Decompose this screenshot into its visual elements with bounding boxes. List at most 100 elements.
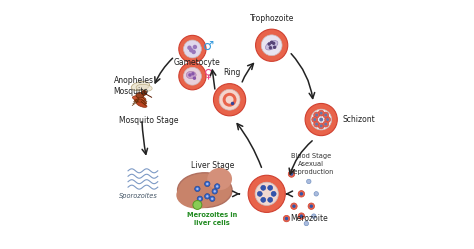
Ellipse shape [136,84,152,91]
Circle shape [323,121,328,127]
Ellipse shape [137,102,147,107]
Circle shape [314,191,319,196]
Circle shape [223,93,237,107]
Circle shape [308,203,315,209]
Ellipse shape [207,168,232,190]
Circle shape [205,181,210,187]
Circle shape [214,184,220,189]
Circle shape [192,76,196,80]
Circle shape [292,204,296,208]
Circle shape [298,191,305,197]
Ellipse shape [132,96,146,101]
Ellipse shape [135,99,146,104]
Text: Mosquito Stage: Mosquito Stage [119,116,179,125]
Circle shape [270,41,273,44]
Circle shape [298,213,305,219]
Circle shape [192,45,197,49]
Circle shape [197,196,202,201]
Text: Merozoite: Merozoite [290,214,328,223]
Circle shape [213,84,246,116]
Circle shape [205,193,210,199]
Text: Trophozoite: Trophozoite [249,14,294,23]
Circle shape [189,48,193,53]
Circle shape [183,40,201,58]
Circle shape [314,112,319,118]
Circle shape [269,46,272,50]
Text: Liver Stage: Liver Stage [191,161,234,170]
Text: Sporozoites: Sporozoites [118,192,157,199]
Circle shape [261,197,266,202]
Circle shape [179,35,206,62]
Circle shape [191,72,195,75]
Circle shape [290,172,293,176]
Circle shape [191,50,196,54]
Circle shape [319,112,323,115]
Circle shape [255,29,288,61]
Ellipse shape [176,182,219,209]
Circle shape [212,189,218,194]
Circle shape [226,96,234,104]
Circle shape [307,179,311,184]
Text: Gametocyte: Gametocyte [174,58,221,67]
Circle shape [272,42,275,45]
Circle shape [315,123,318,125]
Circle shape [257,191,262,196]
Circle shape [231,102,234,105]
Circle shape [216,185,219,188]
Circle shape [288,171,295,177]
Circle shape [273,46,276,49]
Circle shape [312,117,318,123]
Text: Blood Stage
Asexual
Reproduction: Blood Stage Asexual Reproduction [289,153,334,175]
Text: Schizont: Schizont [342,115,375,124]
Circle shape [267,42,271,46]
Circle shape [304,221,309,226]
Circle shape [318,110,324,116]
Circle shape [326,118,329,121]
Circle shape [183,67,201,85]
Circle shape [206,195,209,197]
Circle shape [142,90,146,95]
Circle shape [319,118,323,122]
Circle shape [210,196,215,201]
Circle shape [213,190,216,192]
Circle shape [248,175,285,212]
Circle shape [315,114,318,117]
Circle shape [261,185,266,190]
Text: Merozoites in
liver cells: Merozoites in liver cells [187,212,237,226]
Circle shape [283,215,290,222]
Circle shape [324,114,327,117]
Circle shape [255,182,278,205]
Circle shape [300,192,303,195]
Circle shape [196,188,199,190]
Circle shape [311,214,316,218]
Circle shape [179,62,206,90]
Ellipse shape [186,71,196,79]
Circle shape [268,185,273,190]
Circle shape [271,191,276,196]
Text: Ring: Ring [223,68,241,77]
Circle shape [305,103,337,136]
Circle shape [285,217,288,220]
Ellipse shape [178,173,232,207]
Circle shape [314,121,319,127]
Text: ♂: ♂ [203,40,214,53]
Circle shape [219,89,240,110]
Circle shape [199,197,201,200]
Circle shape [311,109,332,130]
Circle shape [324,123,327,125]
Circle shape [291,203,297,209]
Circle shape [206,183,209,185]
Circle shape [193,200,202,209]
Circle shape [187,46,191,50]
Text: Anopheles
Mosquito: Anopheles Mosquito [114,76,154,96]
Circle shape [323,112,328,118]
Circle shape [188,73,191,77]
Circle shape [318,123,324,129]
Circle shape [319,124,323,127]
Circle shape [313,118,316,121]
Circle shape [325,117,330,123]
Circle shape [195,186,200,191]
Circle shape [268,197,273,202]
Ellipse shape [265,41,278,50]
Circle shape [261,35,282,56]
